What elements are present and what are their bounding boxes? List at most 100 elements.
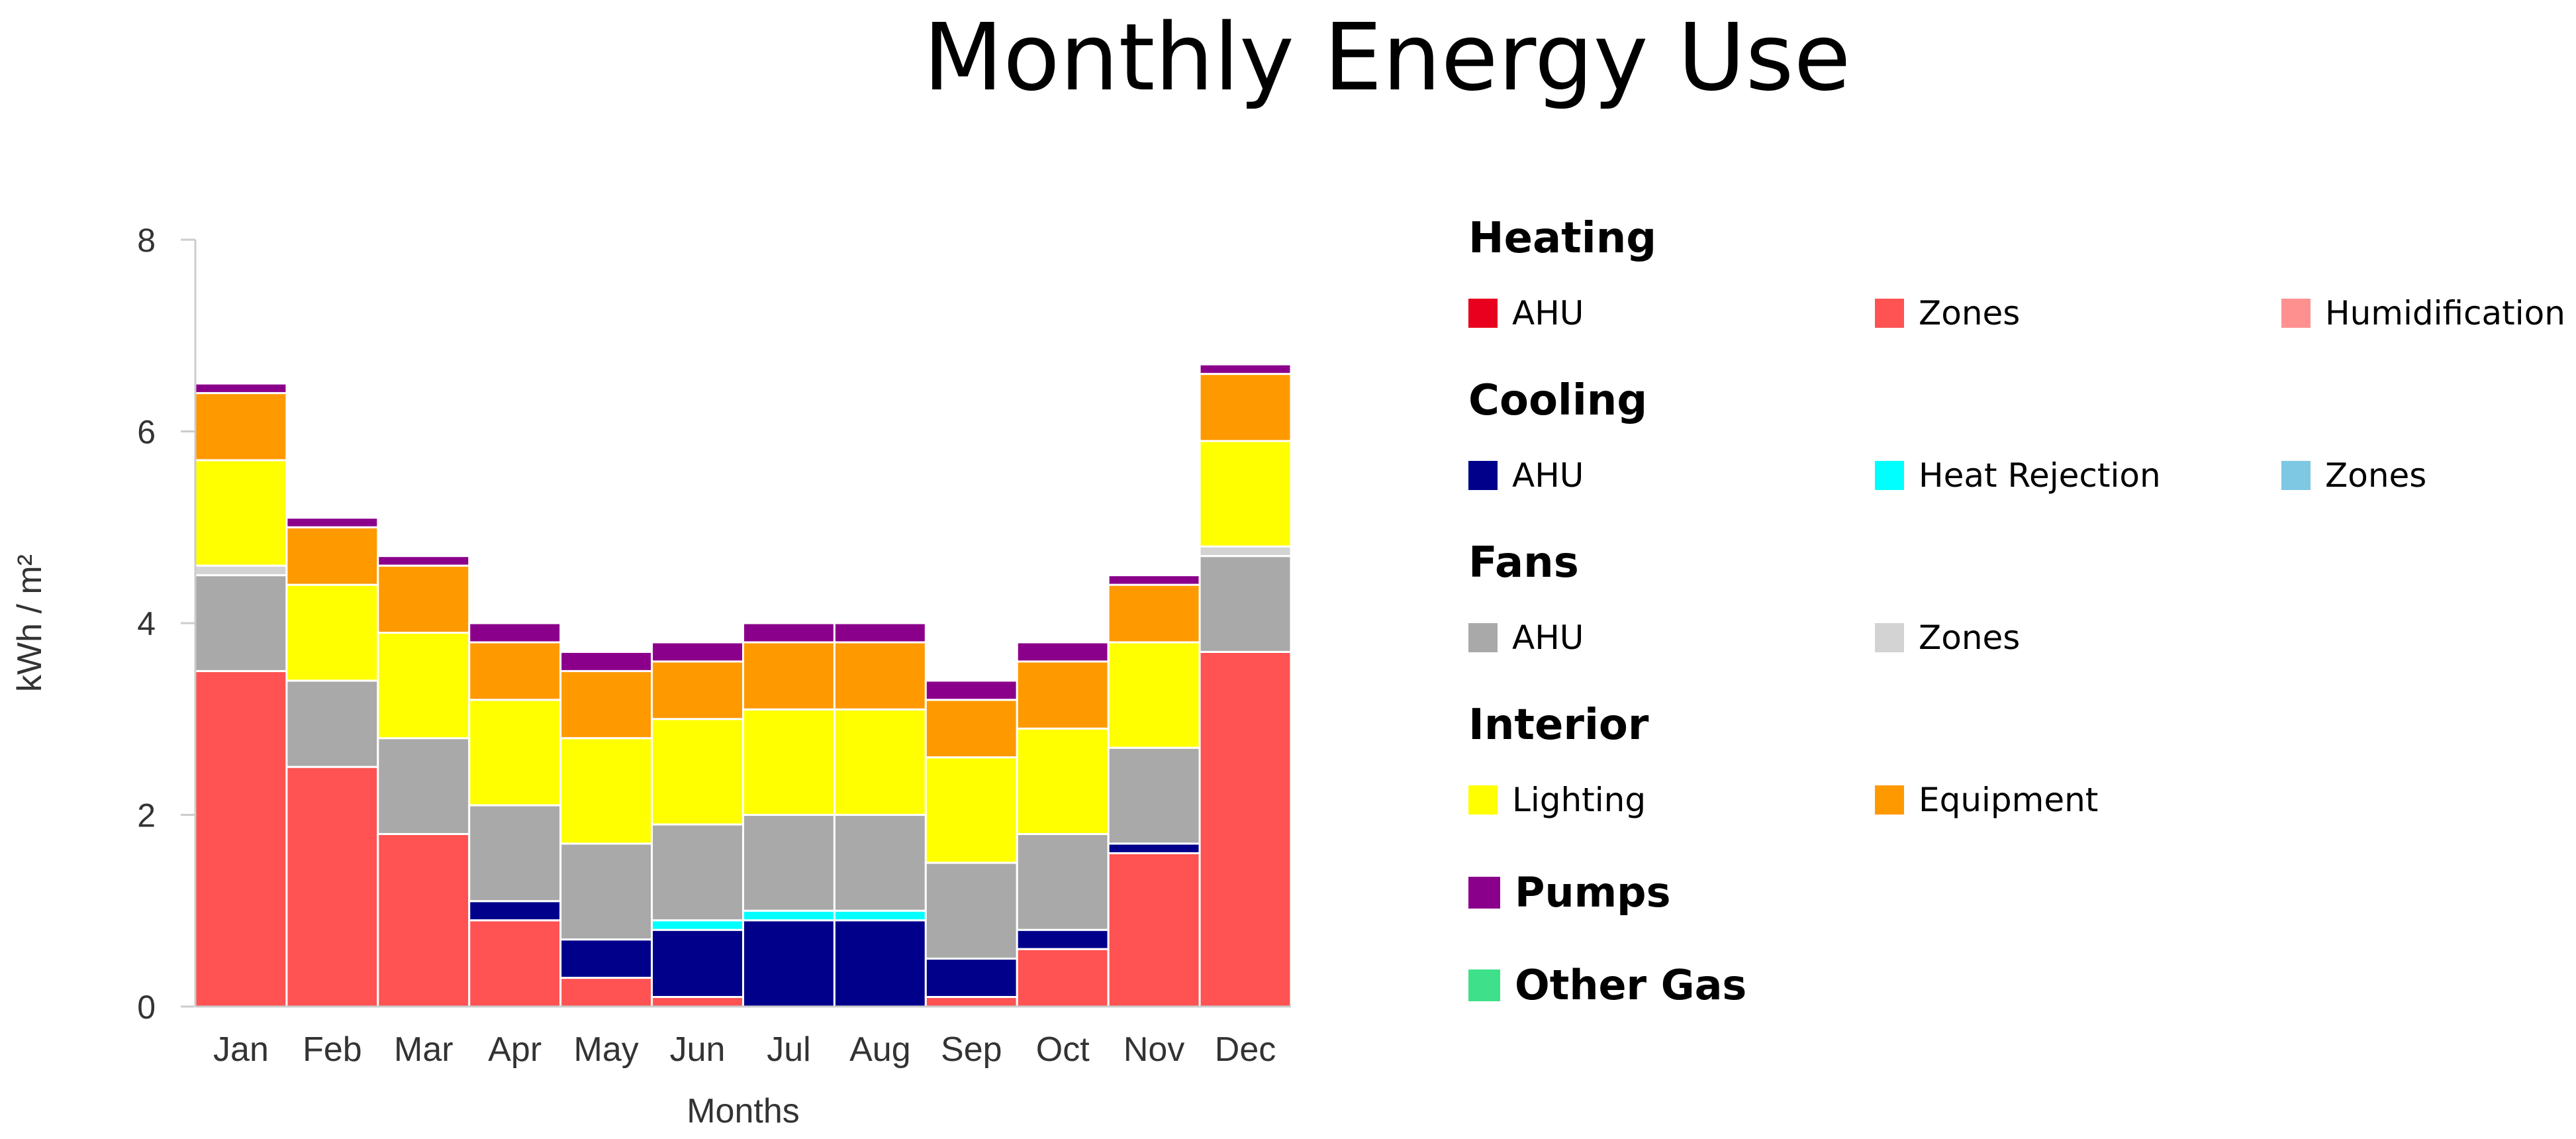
bar-segment[interactable] xyxy=(285,583,379,682)
legend-label: Humidification xyxy=(2325,294,2565,332)
bar-segment[interactable] xyxy=(377,832,471,1008)
bar-segment[interactable] xyxy=(742,708,835,817)
x-tick-label: Aug xyxy=(849,1030,911,1069)
bar-segment[interactable] xyxy=(833,919,927,1008)
bar-segment[interactable] xyxy=(742,919,835,1008)
legend-item[interactable]: Equipment xyxy=(1875,780,2098,820)
legend-item[interactable]: Humidification xyxy=(2281,293,2565,333)
bar-segment[interactable] xyxy=(833,622,927,644)
bar-segment[interactable] xyxy=(1107,852,1201,1008)
legend-item[interactable]: Heat Rejection xyxy=(1875,456,2161,495)
bar-segment[interactable] xyxy=(924,996,1018,1008)
legend-swatch xyxy=(1875,461,1904,490)
bar-segment[interactable] xyxy=(285,526,379,586)
bar-segment[interactable] xyxy=(1016,727,1110,835)
bar-segment[interactable] xyxy=(1198,373,1292,442)
bar-segment[interactable] xyxy=(651,660,744,720)
bar-segment[interactable] xyxy=(1016,660,1110,730)
bar-segment[interactable] xyxy=(651,823,744,922)
bar-segment[interactable] xyxy=(833,708,927,817)
bar-segment[interactable] xyxy=(559,842,653,941)
bar-segment[interactable] xyxy=(559,938,653,979)
legend-label: Zones xyxy=(1919,619,2021,657)
legend-item[interactable]: Zones xyxy=(2281,456,2426,495)
bar-segment[interactable] xyxy=(1198,363,1292,375)
legend-item[interactable]: Zones xyxy=(1875,293,2020,333)
bar-segment[interactable] xyxy=(651,919,744,931)
legend-swatch xyxy=(1875,785,1904,815)
bar-segment[interactable] xyxy=(1107,641,1201,749)
bar-segment[interactable] xyxy=(1016,928,1110,950)
legend-group-title: Cooling xyxy=(1468,376,1648,425)
bar-segment[interactable] xyxy=(833,814,927,912)
bar-segment[interactable] xyxy=(1107,583,1201,644)
bar-segment[interactable] xyxy=(194,382,288,395)
bar-segment[interactable] xyxy=(194,459,288,567)
bar-segment[interactable] xyxy=(742,909,835,922)
bar-segment[interactable] xyxy=(651,996,744,1008)
legend-item[interactable]: AHU xyxy=(1468,293,1584,333)
bar-segment[interactable] xyxy=(833,909,927,922)
bar-segment[interactable] xyxy=(377,564,471,634)
legend-swatch xyxy=(1875,623,1904,652)
bar-segment[interactable] xyxy=(924,699,1018,759)
legend-group-title: Interior xyxy=(1468,701,1649,750)
bar-segment[interactable] xyxy=(742,641,835,711)
legend-item[interactable]: AHU xyxy=(1468,618,1584,658)
bar-segment[interactable] xyxy=(285,679,379,768)
bar-segment[interactable] xyxy=(742,622,835,644)
legend-item[interactable]: Lighting xyxy=(1468,780,1646,820)
bar-segment[interactable] xyxy=(1198,555,1292,653)
bar-segment[interactable] xyxy=(194,392,288,462)
legend-item[interactable]: Pumps xyxy=(1468,872,1670,913)
bar-segment[interactable] xyxy=(1198,545,1292,558)
bar-segment[interactable] xyxy=(559,737,653,845)
bar-segment[interactable] xyxy=(651,928,744,999)
y-tick-label: 0 xyxy=(137,989,156,1026)
bar-segment[interactable] xyxy=(742,814,835,912)
legend-label: Zones xyxy=(1919,294,2021,332)
bar-segment[interactable] xyxy=(1107,746,1201,845)
bar-segment[interactable] xyxy=(377,631,471,740)
bar-segment[interactable] xyxy=(468,804,562,903)
x-tick-label: Sep xyxy=(941,1030,1002,1069)
bar-segment[interactable] xyxy=(468,919,562,1008)
bar-segment[interactable] xyxy=(468,699,562,807)
bar-segment[interactable] xyxy=(924,862,1018,960)
bar-segment[interactable] xyxy=(468,900,562,922)
bar-segment[interactable] xyxy=(833,641,927,711)
bar-segment[interactable] xyxy=(924,756,1018,864)
chart-plot: 0 2 4 6 8 Jan Feb Mar Apr May Jun Jul Aug Sep Oct Nov D… xyxy=(11,222,1292,1130)
bar-segment[interactable] xyxy=(924,958,1018,999)
bar-segment[interactable] xyxy=(651,718,744,826)
bar-segment[interactable] xyxy=(1016,641,1110,663)
legend-label: AHU xyxy=(1512,456,1584,495)
bar-segment[interactable] xyxy=(377,737,471,835)
bar-segment[interactable] xyxy=(1016,948,1110,1008)
bar-segment[interactable] xyxy=(285,517,379,528)
bar-segment[interactable] xyxy=(377,555,471,567)
bar-segment[interactable] xyxy=(1107,842,1201,854)
bar-segment[interactable] xyxy=(194,669,288,1008)
bar-segment[interactable] xyxy=(1198,650,1292,1008)
x-axis: Jan Feb Mar Apr May Jun Jul Aug Sep Oct Nov Dec xyxy=(213,1030,1276,1069)
bar-segment[interactable] xyxy=(559,977,653,1008)
bar-segment[interactable] xyxy=(468,622,562,644)
legend-item[interactable]: Zones xyxy=(1875,618,2020,658)
bar-segment[interactable] xyxy=(1198,440,1292,548)
bar-segment[interactable] xyxy=(1107,574,1201,586)
legend-item[interactable]: AHU xyxy=(1468,456,1584,495)
legend-item[interactable]: Other Gas xyxy=(1468,961,1747,1009)
bar-segment[interactable] xyxy=(924,679,1018,701)
x-tick-label: Nov xyxy=(1123,1030,1184,1069)
legend-label: Other Gas xyxy=(1515,961,1747,1009)
bar-segment[interactable] xyxy=(651,641,744,663)
bar-segment[interactable] xyxy=(285,766,379,1008)
bar-segment[interactable] xyxy=(1016,832,1110,931)
bar-segment[interactable] xyxy=(194,564,288,577)
bars-group xyxy=(194,363,1292,1008)
bar-segment[interactable] xyxy=(468,641,562,701)
bar-segment[interactable] xyxy=(559,650,653,672)
bar-segment[interactable] xyxy=(194,574,288,672)
bar-segment[interactable] xyxy=(559,669,653,740)
